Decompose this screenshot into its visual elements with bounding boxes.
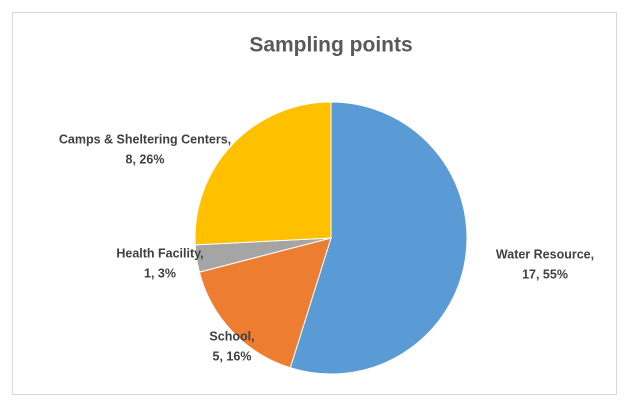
data-label: Water Resource, xyxy=(496,247,594,261)
pie-slice xyxy=(198,237,332,369)
data-label: 5, 16% xyxy=(213,349,252,363)
chart-title: Sampling points xyxy=(249,34,412,57)
data-label: School, xyxy=(209,329,254,343)
data-label: Health Facility, xyxy=(116,246,203,260)
pie-slice xyxy=(194,101,332,246)
data-label: Camps & Sheltering Centers, xyxy=(59,132,231,146)
data-label: 8, 26% xyxy=(126,152,165,166)
data-label: 1, 3% xyxy=(144,266,176,280)
data-label: 17, 55% xyxy=(522,267,568,281)
pie-slice xyxy=(289,101,468,375)
